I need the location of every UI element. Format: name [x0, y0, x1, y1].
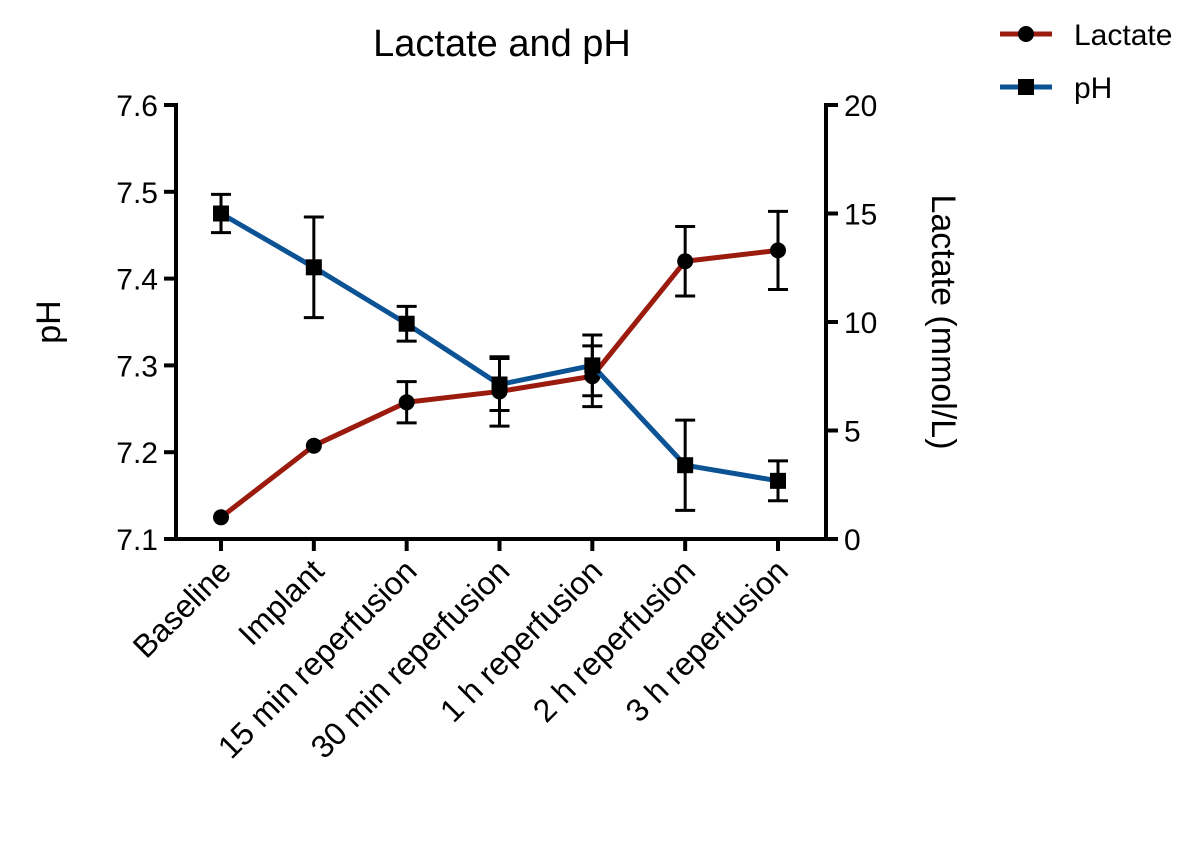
- data-point: [213, 509, 229, 526]
- data-point: [677, 457, 694, 474]
- left-tick-label: 7.2: [116, 437, 158, 470]
- x-tick-label: 1 h reperfusion: [433, 552, 609, 728]
- data-point: [770, 472, 786, 489]
- legend: Lactate pH: [1000, 19, 1172, 105]
- legend-marker: [1018, 26, 1034, 42]
- data-point: [677, 253, 694, 270]
- right-tick-label: 10: [844, 307, 877, 340]
- legend-label: Lactate: [1074, 19, 1172, 52]
- axes: 7.1 7.2 7.3 7.4 7.5 7.6 pH 0 5 10 15 20 Lactate (mmo…: [30, 90, 962, 765]
- left-tick-label: 7.6: [116, 90, 158, 123]
- left-tick-label: 7.3: [116, 350, 158, 383]
- legend-label: pH: [1074, 72, 1112, 105]
- left-tick-label: 7.5: [116, 177, 158, 210]
- left-tick-label: 7.1: [116, 524, 158, 557]
- right-tick-label: 15: [844, 199, 877, 232]
- right-axis-label: Lactate (mmol/L): [924, 194, 962, 449]
- right-tick-label: 0: [844, 524, 861, 557]
- data-point: [398, 315, 415, 332]
- right-tick-label: 5: [844, 416, 861, 449]
- data-point: [398, 394, 415, 411]
- data-point: [305, 259, 322, 276]
- data-point: [305, 437, 322, 454]
- chart-title: Lactate and pH: [373, 23, 631, 65]
- data-point: [213, 205, 229, 222]
- legend-item-lactate: Lactate: [1000, 19, 1172, 52]
- x-tick-label: 2 h reperfusion: [526, 552, 702, 728]
- series-layer: [211, 192, 788, 526]
- x-tick-label: 3 h reperfusion: [619, 552, 795, 728]
- legend-marker: [1018, 79, 1034, 95]
- legend-item-ph: pH: [1000, 72, 1112, 105]
- data-point: [491, 376, 508, 393]
- data-point: [584, 357, 601, 374]
- series-line: [219, 211, 779, 484]
- right-tick-label: 20: [844, 90, 877, 123]
- x-tick-label: Baseline: [126, 552, 238, 664]
- left-tick-label: 7.4: [116, 264, 158, 297]
- data-point: [770, 242, 786, 259]
- series-ph: [211, 192, 788, 512]
- left-axis-label: pH: [30, 300, 68, 343]
